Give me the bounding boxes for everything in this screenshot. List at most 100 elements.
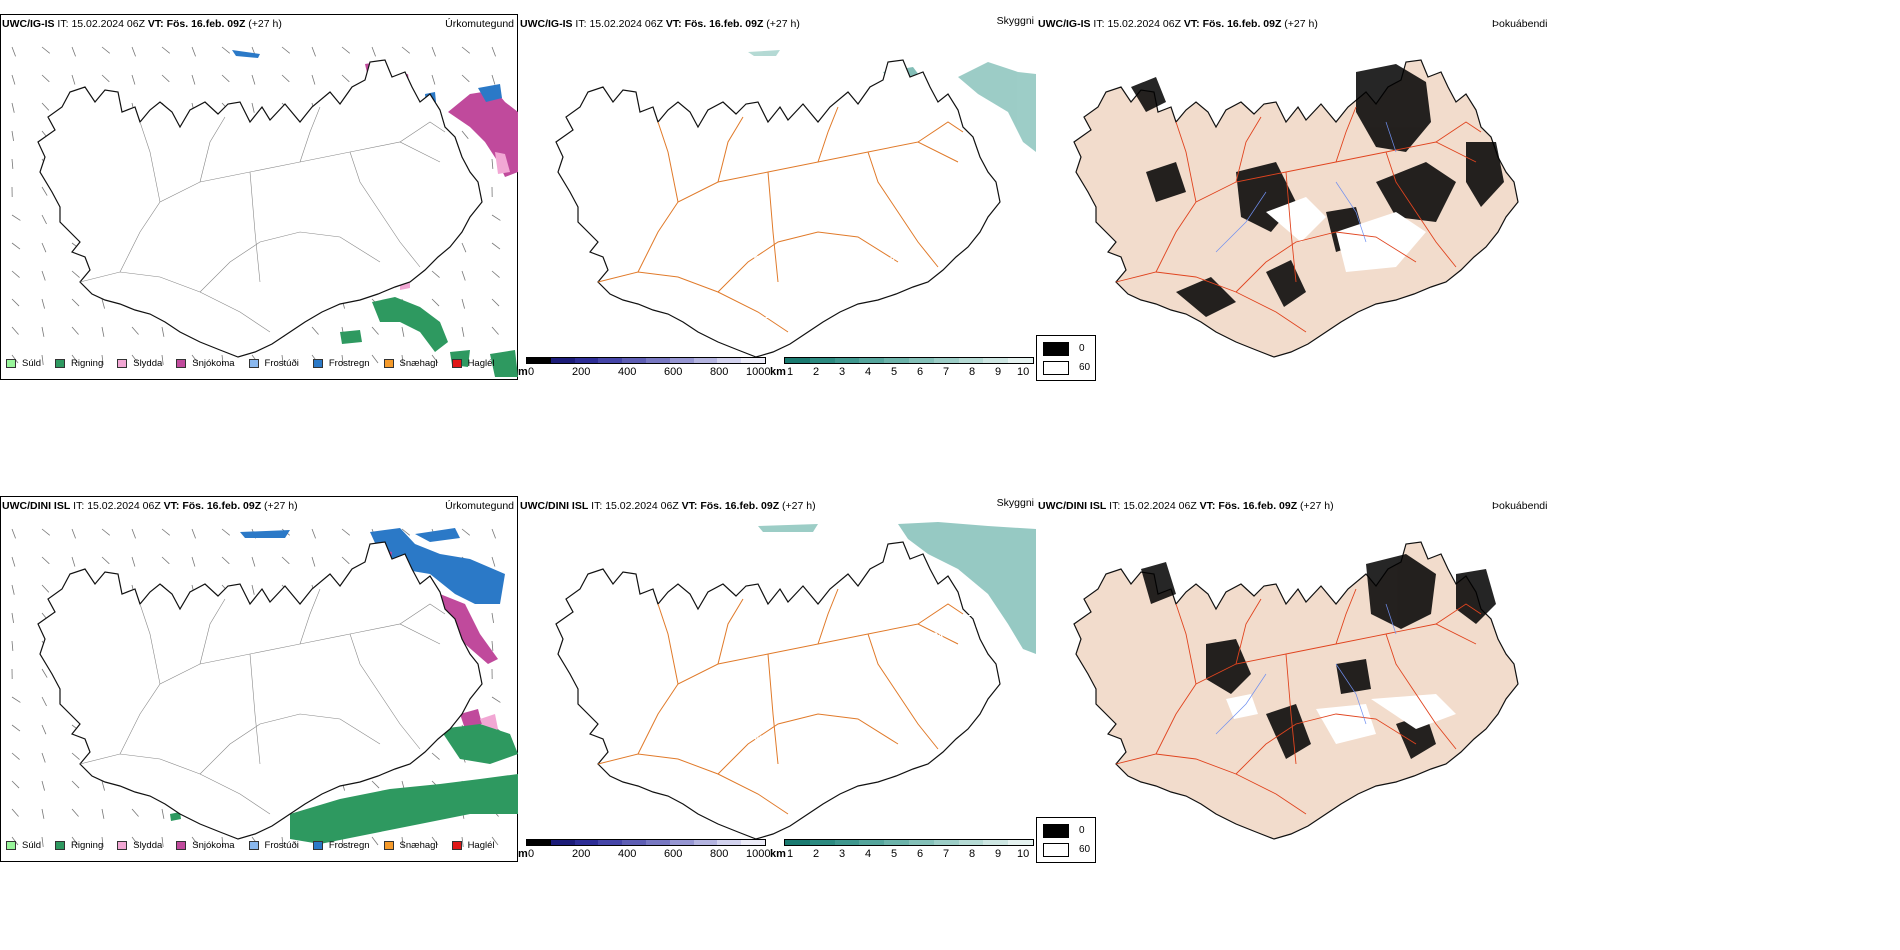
iceland-coastline bbox=[1073, 541, 1519, 840]
cloud-base-label: 103 bbox=[798, 179, 813, 189]
iceland-map bbox=[11, 528, 518, 847]
colorbar-tick: 200 bbox=[572, 366, 591, 378]
wind-barb bbox=[41, 242, 47, 253]
wind-barb bbox=[71, 326, 79, 335]
colorbar-tick: 2 bbox=[813, 848, 820, 860]
wind-barb bbox=[41, 808, 45, 819]
colorbar-tick: 10 bbox=[1017, 848, 1030, 860]
wind-barb bbox=[431, 270, 440, 278]
road-line bbox=[199, 598, 226, 665]
wind-barb bbox=[11, 640, 14, 651]
legend-item: Frostúði bbox=[248, 358, 299, 369]
legend-swatch bbox=[6, 841, 16, 850]
colorbar-tick: 0 bbox=[528, 366, 535, 378]
iceland-coastline bbox=[37, 59, 483, 358]
road-line bbox=[349, 151, 421, 268]
legend-item: Rigning bbox=[55, 840, 103, 851]
river-line bbox=[1215, 191, 1267, 253]
wind-barb bbox=[461, 528, 471, 536]
legend-swatch bbox=[117, 841, 128, 850]
wind-barb bbox=[191, 354, 199, 364]
cloud-panel-row2: UWC/DINI ISL IT: 15.02.2024 06Z VT: Fös.… bbox=[518, 496, 1036, 862]
wind-barb bbox=[41, 696, 47, 707]
wind-barb bbox=[11, 130, 14, 141]
fog-legend: 0 60 bbox=[1036, 817, 1096, 863]
wind-barb bbox=[401, 354, 404, 365]
wind-barb bbox=[131, 326, 139, 335]
wind-barb bbox=[401, 836, 404, 847]
variable-name: Úrkomutegund bbox=[445, 500, 514, 512]
wind-barb bbox=[461, 46, 471, 54]
wind-barb bbox=[491, 556, 496, 567]
cloud-base-label: 97 bbox=[756, 806, 766, 816]
river-network bbox=[1215, 121, 1397, 253]
wind-barb bbox=[101, 780, 105, 791]
legend-swatch bbox=[248, 359, 259, 368]
wind-barb bbox=[221, 836, 224, 847]
cloud-base-colorbar bbox=[526, 357, 766, 364]
panel-title: UWC/DINI ISL IT: 15.02.2024 06Z VT: Fös.… bbox=[1038, 500, 1334, 512]
legend-swatch bbox=[383, 841, 394, 850]
wind-barb bbox=[371, 326, 379, 335]
wind-barb bbox=[311, 528, 316, 539]
wind-barb bbox=[11, 556, 16, 567]
wind-barb bbox=[221, 354, 224, 365]
legend-swatch bbox=[6, 359, 16, 368]
river-line bbox=[1385, 603, 1397, 635]
legend-item: Haglél bbox=[451, 840, 495, 851]
iceland-coastline bbox=[555, 541, 1001, 840]
wind-barb bbox=[11, 74, 16, 85]
wind-barb bbox=[191, 74, 196, 85]
colorbar-unit: km bbox=[770, 366, 786, 378]
wind-barb bbox=[431, 354, 439, 364]
colorbar-tick: 7 bbox=[943, 366, 950, 378]
cloud-base-label: 51 bbox=[696, 252, 706, 262]
wind-barb bbox=[71, 298, 80, 307]
wind-barb bbox=[71, 74, 76, 85]
colorbar-tick: 3 bbox=[839, 848, 846, 860]
wind-barb bbox=[101, 326, 105, 337]
wind-barb bbox=[41, 556, 50, 565]
road-line bbox=[1335, 588, 1357, 645]
iceland-map bbox=[1073, 541, 1519, 840]
road-line bbox=[1175, 603, 1197, 685]
wind-barb bbox=[101, 836, 104, 847]
wind-barb bbox=[11, 270, 20, 278]
road-line bbox=[249, 653, 261, 765]
colorbar-tick: 400 bbox=[618, 848, 637, 860]
road-line bbox=[817, 106, 839, 163]
panel-title: UWC/DINI ISL IT: 15.02.2024 06Z VT: Fös.… bbox=[2, 500, 298, 512]
road-line bbox=[1285, 171, 1297, 283]
wind-barb bbox=[371, 46, 376, 57]
legend-item: Rigning bbox=[55, 358, 103, 369]
river-line bbox=[1215, 673, 1267, 735]
wind-barb bbox=[431, 74, 436, 85]
wind-barb bbox=[491, 214, 501, 221]
legend-swatch bbox=[383, 359, 394, 368]
road-network bbox=[597, 588, 964, 815]
wind-barb bbox=[131, 528, 136, 539]
colorbar-tick: 9 bbox=[995, 848, 1002, 860]
precip-legend: Súld Rigning Slydda Snjókoma Frostúði Fr… bbox=[6, 840, 509, 851]
cloud-base-label: 132 bbox=[808, 659, 823, 669]
panel-title: UWC/IG-IS IT: 15.02.2024 06Z VT: Fös. 16… bbox=[1038, 18, 1318, 30]
colorbar-tick: 4 bbox=[865, 848, 872, 860]
wind-barb bbox=[251, 584, 255, 595]
wind-barb bbox=[341, 528, 351, 536]
visibility-colorbar-labels: km 1 2 3 4 5 6 7 8 9 10 bbox=[770, 366, 1036, 380]
wind-barb bbox=[11, 780, 20, 789]
legend-swatch bbox=[312, 359, 323, 368]
wind-barb bbox=[281, 556, 290, 565]
road-line bbox=[1115, 271, 1307, 333]
road-line bbox=[1235, 598, 1262, 665]
road-line bbox=[1175, 121, 1197, 203]
wind-barb bbox=[131, 808, 139, 817]
wind-barb bbox=[11, 696, 21, 703]
legend-swatch bbox=[176, 841, 187, 850]
iceland-outline bbox=[37, 59, 483, 358]
visibility-colorbar bbox=[784, 839, 1034, 846]
wind-barb bbox=[11, 612, 14, 623]
wind-barb bbox=[341, 556, 350, 565]
road-line bbox=[249, 171, 261, 283]
wind-barb bbox=[491, 270, 500, 278]
